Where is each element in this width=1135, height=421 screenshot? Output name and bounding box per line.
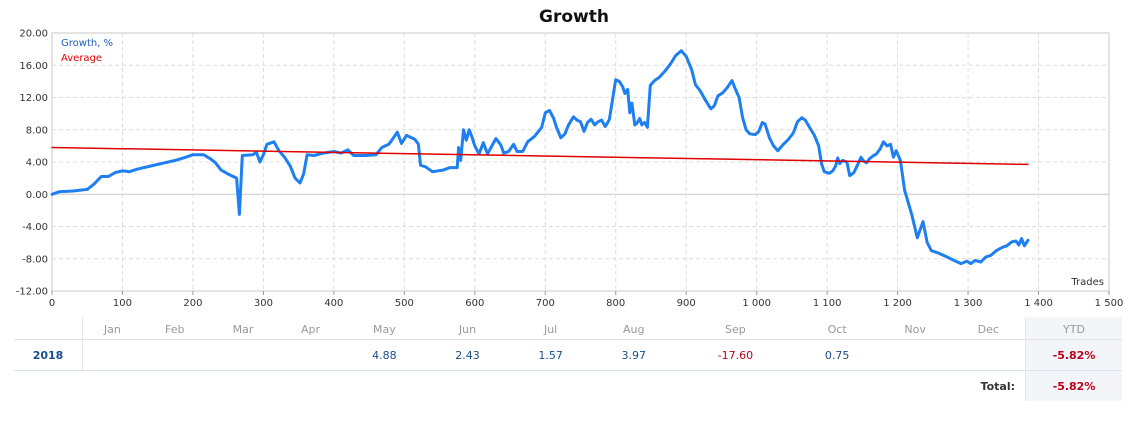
y-tick-label: -8.00 bbox=[22, 254, 48, 265]
x-tick-label: 0 bbox=[49, 298, 55, 309]
legend-growth: Growth, % bbox=[61, 38, 113, 49]
monthly-returns-table: Jan Feb Mar Apr May Jun Jul Aug Sep Oct … bbox=[14, 317, 1122, 401]
month-value bbox=[278, 339, 343, 371]
month-header: Mar bbox=[232, 322, 254, 336]
x-axis-label: Trades bbox=[1070, 277, 1104, 288]
x-tick-label: 1 300 bbox=[954, 298, 983, 309]
month-header: Apr bbox=[301, 322, 321, 336]
x-tick-label: 1 100 bbox=[813, 298, 842, 309]
month-header: Jun bbox=[458, 322, 477, 336]
y-tick-label: 12.00 bbox=[19, 93, 48, 104]
month-header: Oct bbox=[827, 322, 847, 336]
y-tick-label: -4.00 bbox=[22, 222, 48, 233]
ytd-value: -5.82% bbox=[1025, 339, 1122, 371]
legend-average: Average bbox=[61, 53, 102, 64]
month-header: Sep bbox=[725, 322, 746, 336]
x-axis: 0 100 200 300 400 500 600 700 800 900 1 000 1 100 1 … bbox=[49, 291, 1124, 309]
y-tick-label: -12.00 bbox=[16, 287, 48, 298]
month-header: Jan bbox=[103, 322, 121, 336]
month-header: Nov bbox=[904, 322, 926, 336]
growth-series-line bbox=[50, 49, 1030, 266]
months-header-row: Jan Feb Mar Apr May Jun Jul Aug Sep Oct … bbox=[14, 317, 1122, 340]
year-row: 2018 4.88 2.43 1.57 3.97 -17.60 0.75 -5.… bbox=[14, 339, 1122, 371]
total-value: -5.82% bbox=[1025, 370, 1122, 401]
x-tick-label: 400 bbox=[324, 298, 343, 309]
total-row: Total: -5.82% bbox=[14, 370, 1122, 401]
x-tick-label: 500 bbox=[395, 298, 414, 309]
grid bbox=[52, 33, 1109, 291]
growth-chart: Growth 20.00 16.00 12.00 8.00 4.00 0.00 -4.00 -… bbox=[16, 7, 1124, 309]
x-tick-label: 1 500 bbox=[1095, 298, 1124, 309]
month-value: 3.97 bbox=[592, 339, 676, 371]
x-tick-label: 1 000 bbox=[742, 298, 771, 309]
month-value bbox=[82, 339, 142, 371]
month-value bbox=[951, 339, 1026, 371]
x-tick-label: 800 bbox=[606, 298, 625, 309]
x-tick-label: 300 bbox=[254, 298, 273, 309]
month-header: Aug bbox=[622, 322, 645, 336]
x-tick-label: 100 bbox=[113, 298, 132, 309]
x-tick-label: 1 200 bbox=[883, 298, 912, 309]
month-value: 1.57 bbox=[509, 339, 593, 371]
month-value bbox=[141, 339, 208, 371]
average-series-line bbox=[51, 146, 1029, 166]
total-label: Total: bbox=[980, 379, 1015, 393]
y-tick-label: 8.00 bbox=[26, 125, 48, 136]
year-label: 2018 bbox=[14, 339, 83, 371]
y-tick-label: 20.00 bbox=[19, 29, 48, 40]
month-value bbox=[878, 339, 952, 371]
y-tick-label: 4.00 bbox=[26, 158, 48, 169]
month-value: -17.60 bbox=[675, 339, 796, 371]
month-value: 0.75 bbox=[795, 339, 879, 371]
month-value bbox=[207, 339, 279, 371]
series bbox=[50, 49, 1030, 266]
ytd-header: YTD bbox=[1025, 317, 1122, 340]
month-value: 2.43 bbox=[425, 339, 510, 371]
month-header: May bbox=[373, 322, 396, 336]
x-tick-label: 700 bbox=[536, 298, 555, 309]
chart-title: Growth bbox=[539, 7, 609, 27]
x-tick-label: 1 400 bbox=[1024, 298, 1053, 309]
month-header: Jul bbox=[543, 322, 558, 336]
y-tick-label: 0.00 bbox=[26, 190, 48, 201]
x-tick-label: 600 bbox=[465, 298, 484, 309]
x-tick-label: 200 bbox=[183, 298, 202, 309]
y-axis: 20.00 16.00 12.00 8.00 4.00 0.00 -4.00 -8.00 -12… bbox=[16, 29, 48, 298]
month-value: 4.88 bbox=[342, 339, 426, 371]
legend: Growth, % Average bbox=[61, 38, 113, 64]
month-header: Dec bbox=[977, 322, 999, 336]
month-header: Feb bbox=[165, 322, 185, 336]
y-tick-label: 16.00 bbox=[19, 61, 48, 72]
x-tick-label: 900 bbox=[677, 298, 696, 309]
header-year-cell bbox=[14, 317, 83, 340]
